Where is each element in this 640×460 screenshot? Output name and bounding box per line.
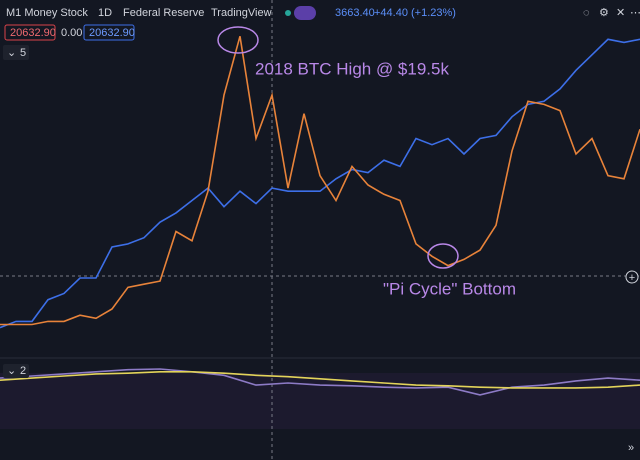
title: M1 Money Stock bbox=[6, 7, 88, 19]
collapse-count[interactable]: 5 bbox=[20, 47, 26, 59]
status-dot bbox=[285, 10, 291, 16]
platform: TradingView bbox=[211, 7, 272, 19]
close-icon[interactable]: ✕ bbox=[616, 7, 625, 19]
add-button[interactable] bbox=[625, 270, 639, 284]
annotation: "Pi Cycle" Bottom bbox=[383, 279, 516, 298]
highlight-circle bbox=[427, 243, 459, 269]
series-line bbox=[0, 371, 640, 389]
pane-button[interactable] bbox=[3, 364, 29, 378]
pane-chevron[interactable]: ⌄ bbox=[7, 365, 16, 377]
plot bbox=[0, 35, 640, 396]
change: +44.40 (+1.23%) bbox=[374, 7, 456, 19]
lower-pane-band bbox=[0, 373, 640, 429]
toggle[interactable] bbox=[294, 6, 316, 20]
source: Federal Reserve bbox=[123, 7, 204, 19]
legend-value: 20632.90 bbox=[89, 27, 135, 39]
series-line bbox=[0, 35, 640, 326]
price: 3663.40 bbox=[335, 7, 375, 19]
add-icon[interactable]: + bbox=[629, 272, 635, 284]
series-line bbox=[0, 368, 640, 396]
settings-icon[interactable]: ⚙ bbox=[599, 7, 609, 19]
collapse-chevron[interactable]: ⌄ bbox=[7, 47, 16, 59]
legend-box bbox=[83, 24, 135, 41]
legend-value: 20632.90 bbox=[10, 27, 56, 39]
interval[interactable]: 1D bbox=[98, 7, 112, 19]
highlight-circle bbox=[217, 26, 259, 54]
collapse-button[interactable] bbox=[3, 45, 29, 60]
annotation: 2018 BTC High @ $19.5k bbox=[255, 59, 449, 78]
scroll-button[interactable]: » bbox=[628, 442, 634, 454]
more-icon[interactable]: ⋯ bbox=[630, 7, 640, 19]
legend-box bbox=[4, 24, 56, 41]
hide-icon[interactable]: ◌ bbox=[583, 7, 590, 19]
pane-label[interactable]: 2 bbox=[20, 365, 26, 377]
series-line bbox=[0, 38, 640, 329]
legend-value: 0.00 bbox=[61, 27, 82, 39]
